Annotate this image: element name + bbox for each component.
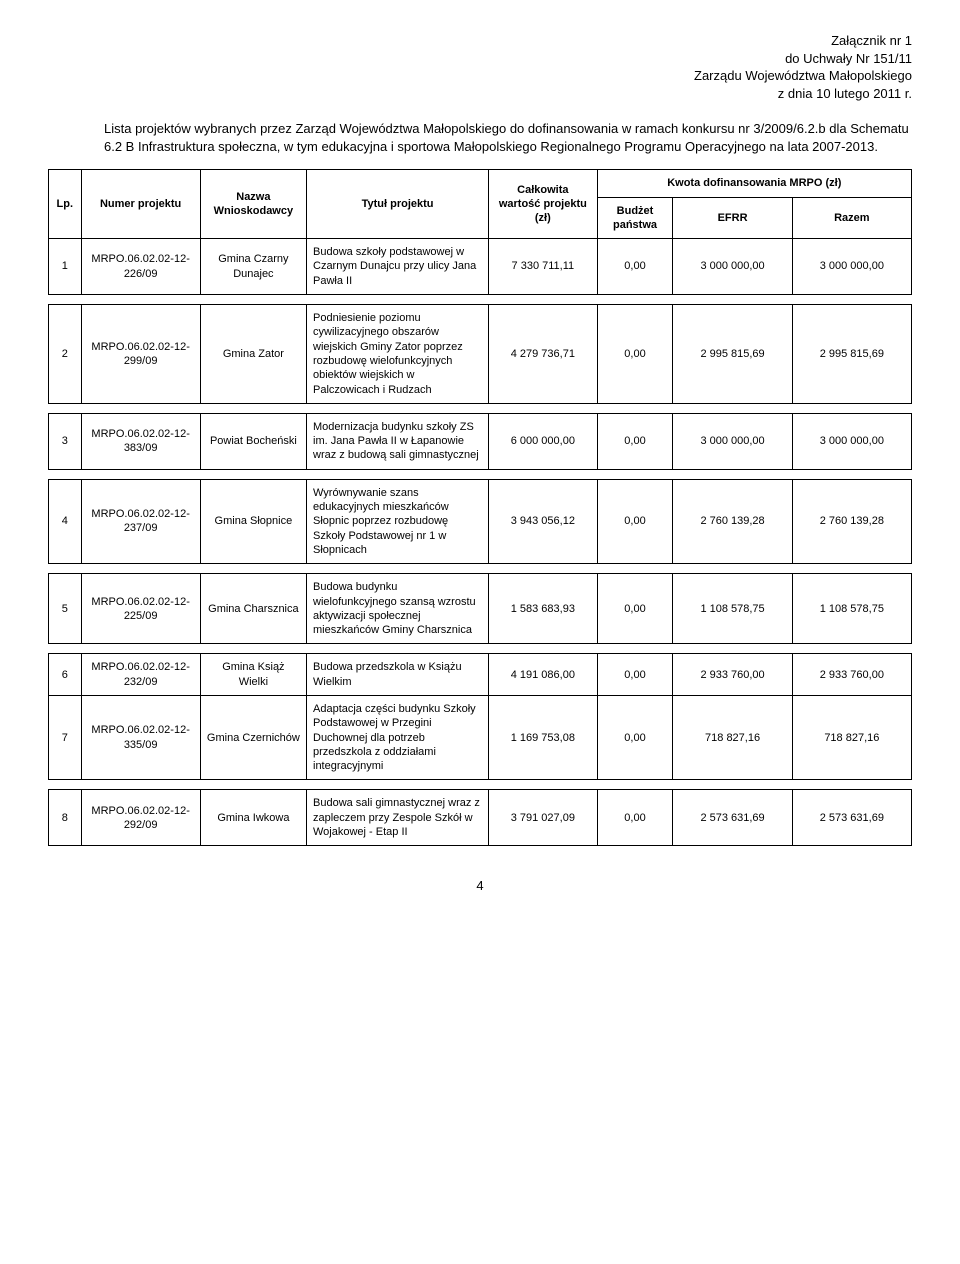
cell-val: 1 169 753,08 — [489, 696, 597, 780]
cell-lp: 8 — [49, 790, 82, 846]
table-row: 2MRPO.06.02.02-12-299/09Gmina ZatorPodni… — [49, 305, 912, 404]
cell-lp: 3 — [49, 413, 82, 469]
table-head: Lp. Numer projektu Nazwa Wnioskodawcy Ty… — [49, 170, 912, 239]
cell-efrr: 2 995 815,69 — [673, 305, 792, 404]
cell-wn: Gmina Czarny Dunajec — [200, 239, 306, 295]
cell-efrr: 1 108 578,75 — [673, 574, 792, 644]
cell-razem: 2 995 815,69 — [792, 305, 911, 404]
cell-num: MRPO.06.02.02-12-292/09 — [81, 790, 200, 846]
cell-efrr: 2 573 631,69 — [673, 790, 792, 846]
cell-lp: 7 — [49, 696, 82, 780]
cell-bud: 0,00 — [597, 239, 673, 295]
cell-title: Modernizacja budynku szkoły ZS im. Jana … — [307, 413, 489, 469]
row-spacer — [49, 644, 912, 654]
cell-val: 7 330 711,11 — [489, 239, 597, 295]
attachment-header: Załącznik nr 1 do Uchwały Nr 151/11 Zarz… — [48, 32, 912, 102]
row-spacer — [49, 564, 912, 574]
cell-efrr: 2 933 760,00 — [673, 654, 792, 696]
cell-num: MRPO.06.02.02-12-299/09 — [81, 305, 200, 404]
cell-efrr: 3 000 000,00 — [673, 413, 792, 469]
cell-razem: 2 933 760,00 — [792, 654, 911, 696]
cell-title: Budowa przedszkola w Książu Wielkim — [307, 654, 489, 696]
table-row: 7MRPO.06.02.02-12-335/09Gmina Czernichów… — [49, 696, 912, 780]
cell-val: 1 583 683,93 — [489, 574, 597, 644]
projects-table: Lp. Numer projektu Nazwa Wnioskodawcy Ty… — [48, 169, 912, 846]
cell-bud: 0,00 — [597, 574, 673, 644]
cell-num: MRPO.06.02.02-12-335/09 — [81, 696, 200, 780]
col-val: Całkowita wartość projektu (zł) — [489, 170, 597, 239]
cell-num: MRPO.06.02.02-12-383/09 — [81, 413, 200, 469]
cell-wn: Gmina Zator — [200, 305, 306, 404]
cell-razem: 718 827,16 — [792, 696, 911, 780]
cell-bud: 0,00 — [597, 790, 673, 846]
cell-val: 4 279 736,71 — [489, 305, 597, 404]
cell-razem: 1 108 578,75 — [792, 574, 911, 644]
table-row: 1MRPO.06.02.02-12-226/09Gmina Czarny Dun… — [49, 239, 912, 295]
cell-lp: 4 — [49, 479, 82, 563]
cell-title: Budowa sali gimnastycznej wraz z zaplecz… — [307, 790, 489, 846]
cell-razem: 2 573 631,69 — [792, 790, 911, 846]
cell-bud: 0,00 — [597, 305, 673, 404]
cell-lp: 6 — [49, 654, 82, 696]
row-spacer — [49, 295, 912, 305]
cell-num: MRPO.06.02.02-12-237/09 — [81, 479, 200, 563]
col-bud: Budżet państwa — [597, 197, 673, 239]
intro-paragraph: Lista projektów wybranych przez Zarząd W… — [48, 120, 912, 155]
col-wn: Nazwa Wnioskodawcy — [200, 170, 306, 239]
col-lp: Lp. — [49, 170, 82, 239]
cell-num: MRPO.06.02.02-12-225/09 — [81, 574, 200, 644]
cell-wn: Gmina Charsznica — [200, 574, 306, 644]
cell-razem: 3 000 000,00 — [792, 239, 911, 295]
header-line4: z dnia 10 lutego 2011 r. — [48, 85, 912, 103]
cell-wn: Powiat Bocheński — [200, 413, 306, 469]
col-efrr: EFRR — [673, 197, 792, 239]
cell-lp: 1 — [49, 239, 82, 295]
cell-wn: Gmina Czernichów — [200, 696, 306, 780]
table-row: 5MRPO.06.02.02-12-225/09Gmina Charsznica… — [49, 574, 912, 644]
cell-wn: Gmina Książ Wielki — [200, 654, 306, 696]
cell-num: MRPO.06.02.02-12-226/09 — [81, 239, 200, 295]
table-row: 8MRPO.06.02.02-12-292/09Gmina IwkowaBudo… — [49, 790, 912, 846]
cell-bud: 0,00 — [597, 413, 673, 469]
cell-val: 3 943 056,12 — [489, 479, 597, 563]
cell-razem: 2 760 139,28 — [792, 479, 911, 563]
col-title: Tytuł projektu — [307, 170, 489, 239]
cell-efrr: 2 760 139,28 — [673, 479, 792, 563]
cell-val: 4 191 086,00 — [489, 654, 597, 696]
cell-title: Wyrównywanie szans edukacyjnych mieszkań… — [307, 479, 489, 563]
col-num: Numer projektu — [81, 170, 200, 239]
cell-wn: Gmina Iwkowa — [200, 790, 306, 846]
cell-val: 3 791 027,09 — [489, 790, 597, 846]
cell-lp: 2 — [49, 305, 82, 404]
cell-efrr: 718 827,16 — [673, 696, 792, 780]
cell-efrr: 3 000 000,00 — [673, 239, 792, 295]
cell-title: Budowa budynku wielofunkcyjnego szansą w… — [307, 574, 489, 644]
header-line2: do Uchwały Nr 151/11 — [48, 50, 912, 68]
cell-bud: 0,00 — [597, 479, 673, 563]
row-spacer — [49, 780, 912, 790]
row-spacer — [49, 403, 912, 413]
page-number: 4 — [48, 878, 912, 893]
cell-razem: 3 000 000,00 — [792, 413, 911, 469]
table-row: 6MRPO.06.02.02-12-232/09Gmina Książ Wiel… — [49, 654, 912, 696]
cell-bud: 0,00 — [597, 696, 673, 780]
table-row: 4MRPO.06.02.02-12-237/09Gmina SłopniceWy… — [49, 479, 912, 563]
cell-title: Podniesienie poziomu cywilizacyjnego obs… — [307, 305, 489, 404]
col-kwota: Kwota dofinansowania MRPO (zł) — [597, 170, 911, 197]
cell-wn: Gmina Słopnice — [200, 479, 306, 563]
cell-title: Adaptacja części budynku Szkoły Podstawo… — [307, 696, 489, 780]
header-line3: Zarządu Województwa Małopolskiego — [48, 67, 912, 85]
cell-num: MRPO.06.02.02-12-232/09 — [81, 654, 200, 696]
cell-title: Budowa szkoły podstawowej w Czarnym Duna… — [307, 239, 489, 295]
cell-lp: 5 — [49, 574, 82, 644]
col-razem: Razem — [792, 197, 911, 239]
header-line1: Załącznik nr 1 — [48, 32, 912, 50]
cell-bud: 0,00 — [597, 654, 673, 696]
table-row: 3MRPO.06.02.02-12-383/09Powiat Bocheński… — [49, 413, 912, 469]
row-spacer — [49, 469, 912, 479]
cell-val: 6 000 000,00 — [489, 413, 597, 469]
